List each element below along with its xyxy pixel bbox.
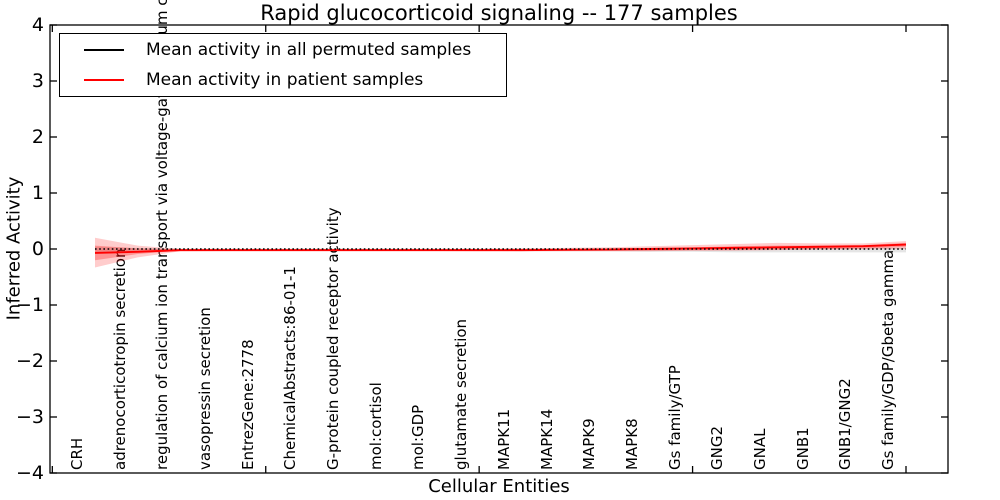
legend-label: Mean activity in patient samples: [146, 70, 424, 90]
y-tick-label: 1: [31, 182, 44, 204]
y-tick-label: 2: [31, 126, 44, 148]
line-Mean-activity-in-patient-samples: [94, 243, 907, 254]
band-patient-samples-spread-inner-: [95, 242, 906, 261]
y-tick-label: 4: [31, 14, 44, 36]
y-tick-label: 0: [31, 238, 44, 260]
band-patient-samples-spread-outer-: [95, 237, 906, 268]
x-axis-label: Cellular Entities: [428, 476, 570, 497]
y-tick-label: −4: [15, 462, 44, 484]
y-tick-label: −2: [15, 350, 44, 372]
y-tick-label: −1: [15, 294, 44, 316]
patient-line-swatch: [84, 79, 124, 81]
y-tick-label: 3: [31, 70, 44, 92]
legend-label: Mean activity in all permuted samples: [146, 40, 472, 60]
chart-title: Rapid glucocorticoid signaling -- 177 sa…: [260, 1, 738, 25]
legend: Mean activity in all permuted samples Me…: [59, 33, 507, 97]
legend-entry-permuted: Mean activity in all permuted samples: [60, 36, 506, 64]
y-tick-label: −3: [15, 406, 44, 428]
legend-entry-patient: Mean activity in patient samples: [60, 66, 506, 94]
permuted-line-swatch: [84, 49, 124, 51]
